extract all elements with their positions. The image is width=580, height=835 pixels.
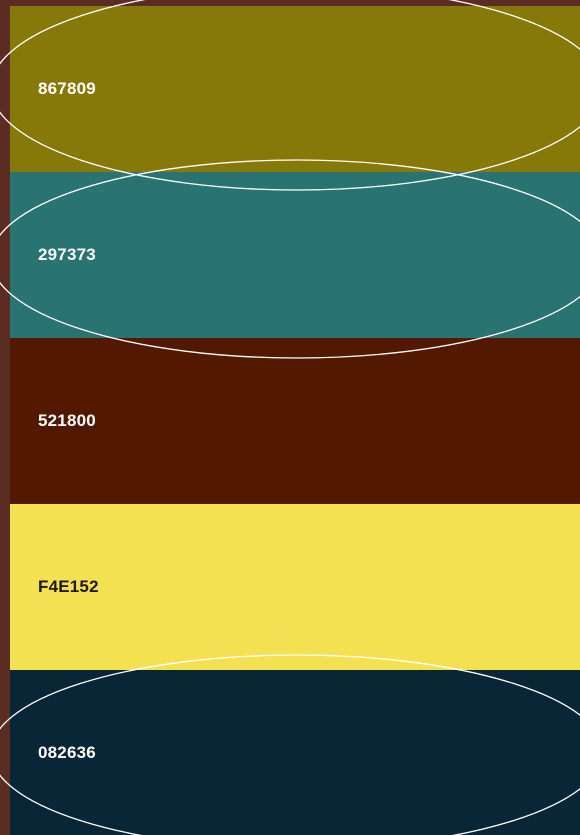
color-swatch[interactable]: 297373 — [10, 172, 580, 338]
swatch-hex-label: 297373 — [38, 245, 96, 264]
color-swatch[interactable]: 082636 — [10, 670, 580, 835]
swatch-hex-label: 521800 — [38, 411, 96, 430]
color-swatch[interactable]: 867809 — [10, 6, 580, 172]
swatch-list: 867809 297373 521800 F4E152 082636 — [10, 6, 580, 835]
color-swatch[interactable]: 521800 — [10, 338, 580, 504]
swatch-hex-label: 867809 — [38, 79, 96, 98]
swatch-hex-label: F4E152 — [38, 577, 99, 596]
color-swatch[interactable]: F4E152 — [10, 504, 580, 670]
swatch-hex-label: 082636 — [38, 743, 96, 762]
